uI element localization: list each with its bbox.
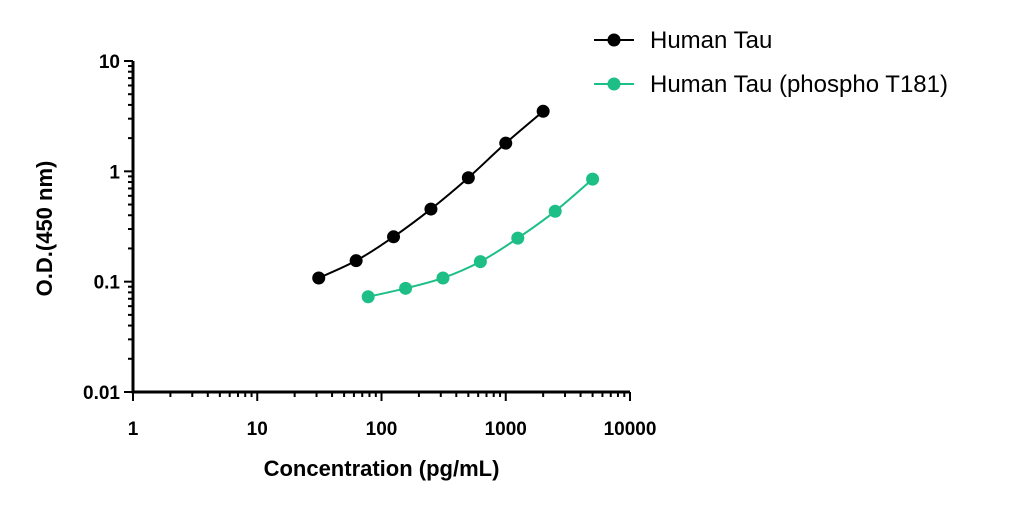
series-line: [318, 110, 544, 279]
data-point: [473, 255, 487, 269]
series-0: [312, 104, 550, 285]
y-tick-label: 0.1: [94, 273, 121, 294]
data-point: [361, 290, 375, 304]
x-axis-title: Concentration (pg/mL): [264, 456, 500, 481]
x-tick-label: 10000: [604, 419, 657, 440]
data-point: [461, 171, 475, 185]
legend-label: Human Tau: [650, 27, 772, 54]
y-tick-label: 0.01: [83, 383, 120, 404]
x-axis-ticks: 1 10 100 1000 10000: [128, 392, 657, 440]
y-tick-label: 10: [99, 52, 120, 73]
y-tick-label: 1: [109, 162, 120, 183]
data-point: [511, 231, 525, 245]
data-point: [424, 202, 438, 216]
data-point: [499, 136, 513, 150]
x-tick-label: 100: [366, 419, 398, 440]
legend-item: Human Tau: [594, 27, 772, 54]
data-point: [312, 271, 326, 285]
axes: 1 10 100 1000 10000 0.01 0.1 1 10: [83, 52, 656, 440]
data-point: [536, 104, 550, 118]
legend-marker: [607, 33, 621, 47]
series-layer: [312, 104, 600, 304]
series-1: [361, 172, 600, 304]
y-axis-title: O.D.(450 nm): [32, 161, 57, 297]
data-point: [586, 172, 600, 186]
legend-label: Human Tau (phospho T181): [650, 71, 948, 98]
x-tick-label: 10: [247, 419, 268, 440]
x-tick-label: 1000: [485, 419, 527, 440]
x-tick-label: 1: [128, 419, 139, 440]
legend-marker: [607, 77, 621, 91]
data-point: [387, 230, 401, 244]
data-point: [349, 254, 363, 268]
data-point: [548, 204, 562, 218]
y-axis-ticks: 0.01 0.1 1 10: [83, 52, 133, 404]
series-line: [367, 178, 594, 298]
legend: Human Tau Human Tau (phospho T181): [594, 27, 948, 98]
legend-item: Human Tau (phospho T181): [594, 71, 948, 98]
data-point: [399, 281, 413, 295]
data-point: [436, 271, 450, 285]
